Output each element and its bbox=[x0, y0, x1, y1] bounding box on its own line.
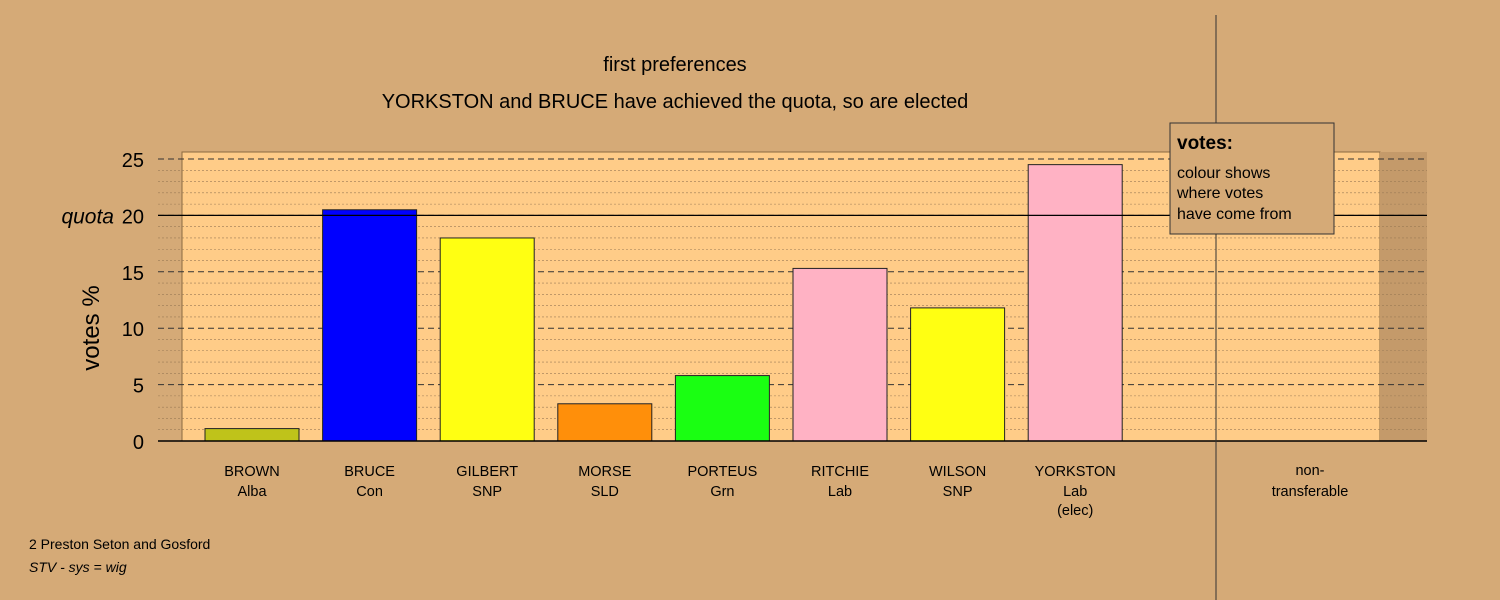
candidate-party-label: SLD bbox=[591, 484, 619, 500]
x-labels: BROWN Alba BRUCE Con GILBERT SNP MORSE SLD PORTE… bbox=[224, 463, 1348, 519]
legend-title: votes: bbox=[1177, 133, 1233, 154]
legend-line: have come from bbox=[1177, 206, 1292, 223]
chart-subtitle: YORKSTON and BRUCE have achieved the quo… bbox=[382, 91, 969, 113]
legend-line: where votes bbox=[1176, 185, 1263, 202]
legend-box bbox=[1169, 122, 1335, 235]
system-note: STV - sys = wig bbox=[29, 559, 127, 575]
y-tick-label: 5 bbox=[133, 376, 144, 398]
candidate-name-label: WILSON bbox=[929, 464, 986, 480]
y-tick-label: 25 bbox=[122, 150, 144, 172]
y-axis: 0 5 10 15 20 25 quota bbox=[61, 15, 1427, 600]
ward-name: 2 Preston Seton and Gosford bbox=[29, 536, 210, 552]
candidate-party-label: Con bbox=[356, 484, 383, 500]
candidate-name-label: BRUCE bbox=[344, 464, 395, 480]
nontransferable-label: non- bbox=[1295, 463, 1324, 479]
candidate-party-label: Lab bbox=[828, 484, 852, 500]
y-tick-label: 0 bbox=[133, 432, 144, 454]
candidate-status-label: (elec) bbox=[1057, 503, 1093, 519]
quota-label: quota bbox=[61, 205, 114, 228]
bar-porteus bbox=[674, 375, 770, 442]
bar-morse bbox=[557, 403, 653, 442]
candidate-party-label: Lab bbox=[1063, 484, 1087, 500]
bar-brown bbox=[204, 428, 300, 442]
bar-ritchie bbox=[792, 267, 888, 442]
candidate-name-label: MORSE bbox=[578, 464, 632, 480]
bar-gilbert bbox=[439, 237, 535, 442]
candidate-name-label: BROWN bbox=[224, 464, 280, 480]
candidate-name-label: GILBERT bbox=[456, 464, 518, 480]
candidate-party-label: Grn bbox=[710, 484, 734, 500]
candidate-name-label: YORKSTON bbox=[1035, 464, 1116, 480]
bar-yorkston bbox=[1027, 164, 1123, 442]
candidate-name-label: PORTEUS bbox=[687, 464, 757, 480]
candidate-name-label: RITCHIE bbox=[811, 464, 869, 480]
legend-line: colour shows bbox=[1177, 165, 1270, 182]
candidate-party-label: SNP bbox=[943, 484, 973, 500]
bar-wilson bbox=[910, 307, 1006, 442]
y-tick-label: 15 bbox=[122, 263, 144, 285]
nontransferable-label: transferable bbox=[1272, 484, 1349, 500]
bars bbox=[204, 164, 1123, 442]
chart-title: first preferences bbox=[603, 54, 746, 76]
candidate-party-label: SNP bbox=[472, 484, 502, 500]
legend: votes: colour shows where votes have com… bbox=[1169, 122, 1335, 235]
bar-bruce bbox=[322, 209, 418, 442]
y-axis-title: votes % bbox=[78, 285, 105, 370]
y-tick-label: 20 bbox=[122, 206, 144, 228]
outer-panel bbox=[1380, 152, 1427, 441]
y-tick-label: 10 bbox=[122, 319, 144, 341]
candidate-party-label: Alba bbox=[237, 484, 267, 500]
